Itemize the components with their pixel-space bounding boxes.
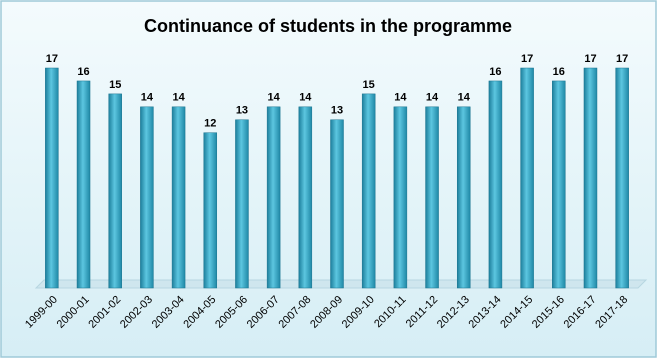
data-label: 15: [109, 79, 121, 91]
chart-title: Continuance of students in the programme: [144, 16, 512, 36]
bar: [583, 67, 598, 289]
bar: [203, 132, 218, 289]
bar: [330, 119, 344, 289]
data-label: 15: [363, 79, 375, 91]
bar: [171, 106, 186, 289]
data-label: 16: [77, 66, 89, 78]
data-label: 16: [489, 66, 501, 78]
data-label: 17: [616, 53, 628, 65]
data-label: 14: [172, 92, 185, 104]
bar: [552, 80, 566, 289]
data-label: 17: [584, 53, 596, 65]
bar: [456, 106, 471, 289]
data-label: 17: [46, 53, 58, 65]
data-label: 14: [426, 92, 439, 104]
bar: [76, 80, 91, 289]
data-label: 14: [141, 92, 154, 104]
bar: [425, 106, 439, 289]
bar: [235, 119, 249, 289]
bar: [488, 80, 503, 289]
data-label: 16: [553, 66, 565, 78]
data-label: 17: [521, 53, 533, 65]
bar: [520, 67, 534, 289]
data-label: 14: [458, 92, 471, 104]
bar: [298, 106, 313, 289]
data-label: 13: [236, 105, 248, 117]
bar: [393, 106, 408, 289]
data-label: 14: [394, 92, 407, 104]
bar: [140, 106, 154, 289]
bar: [361, 93, 376, 289]
bar: [45, 67, 59, 289]
bar: [266, 106, 281, 289]
data-label: 12: [204, 118, 216, 130]
data-label: 14: [268, 92, 281, 104]
data-label: 13: [331, 105, 343, 117]
bar: [108, 93, 122, 289]
data-label: 14: [299, 92, 312, 104]
bar: [615, 67, 629, 289]
